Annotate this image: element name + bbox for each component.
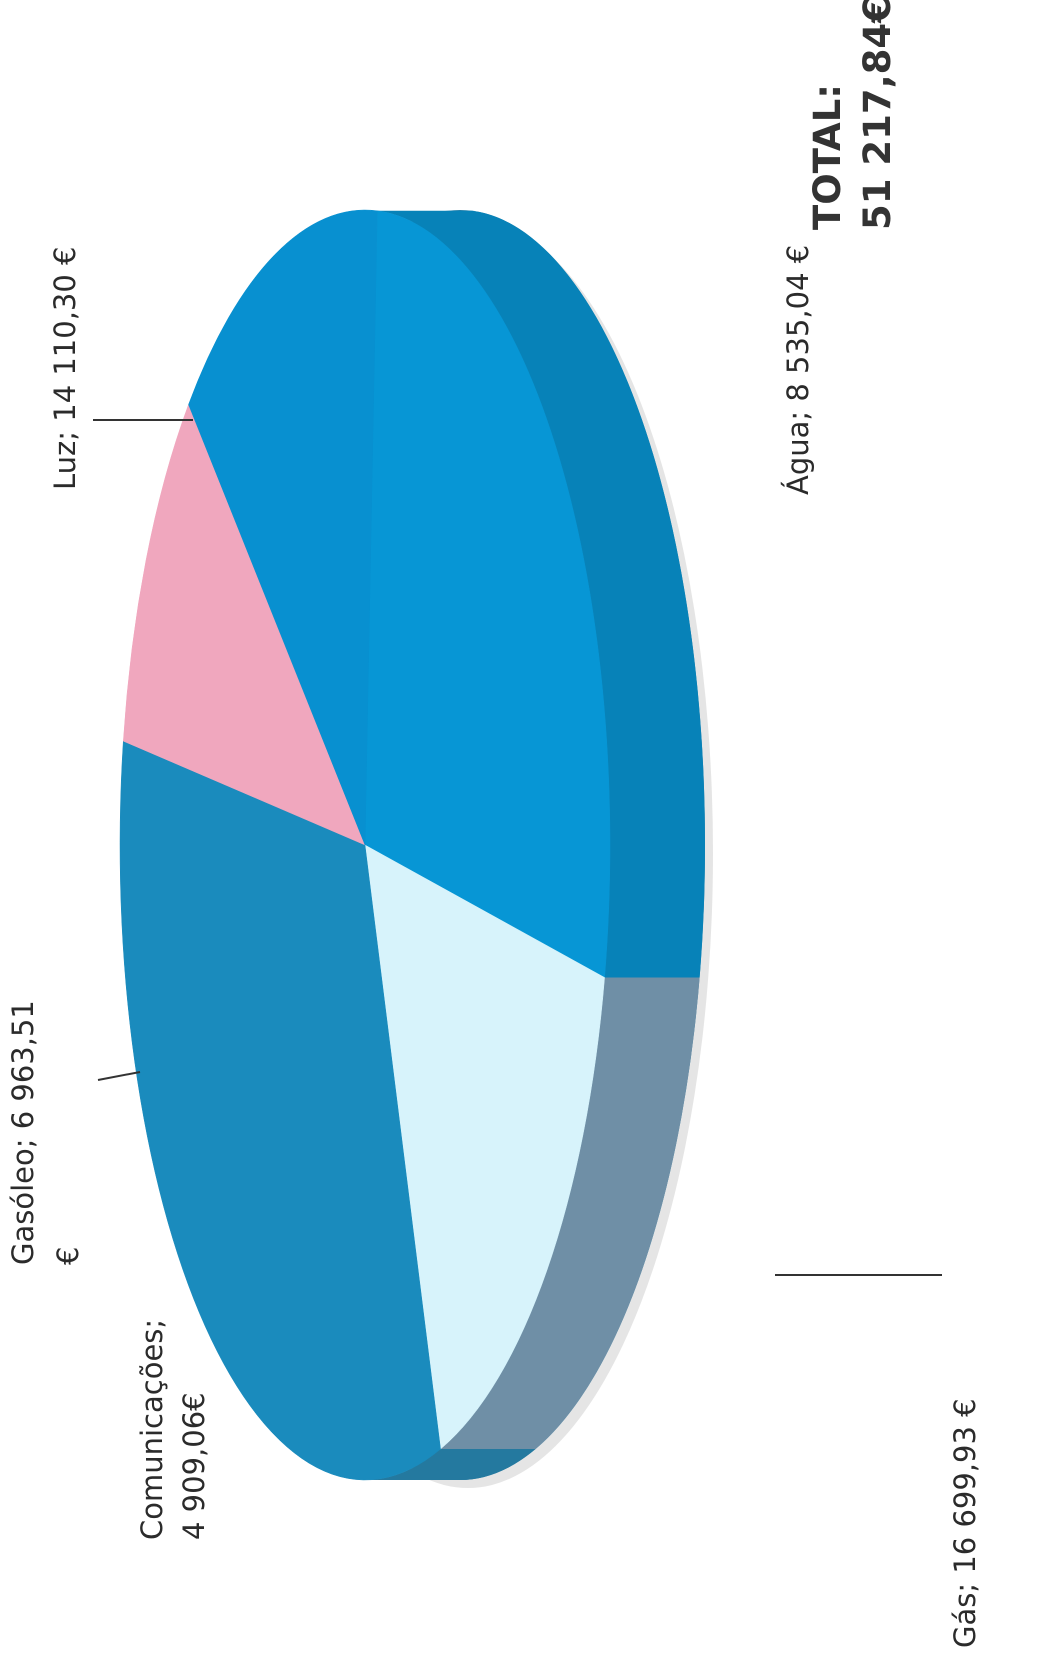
side-agua <box>440 977 700 1450</box>
data-label-com: 4 909,06€ <box>177 1392 211 1540</box>
data-label-gas2: Gasóleo; 6 963,51 <box>6 1000 40 1265</box>
slice-agua <box>364 844 605 1450</box>
slice-com <box>123 403 366 846</box>
data-label-com: Comunicações; <box>135 1319 169 1540</box>
data-label-agua: Água; 8 535,04 € <box>781 245 815 495</box>
leader-line-gas2 <box>97 1071 141 1081</box>
slice-gas <box>119 740 441 1481</box>
total-label: TOTAL: <box>806 84 849 230</box>
total-label: 51 217,84€ <box>856 0 899 230</box>
data-label-gas2: € <box>51 1247 85 1265</box>
side-gas <box>365 1449 536 1480</box>
slice-gas2 <box>188 209 378 846</box>
data-label-gas: Gás; 16 699,93 € <box>948 1398 982 1648</box>
data-label-luz: Luz; 14 110,30 € <box>48 247 82 491</box>
side-luz <box>377 210 705 978</box>
slice-luz <box>364 210 611 978</box>
